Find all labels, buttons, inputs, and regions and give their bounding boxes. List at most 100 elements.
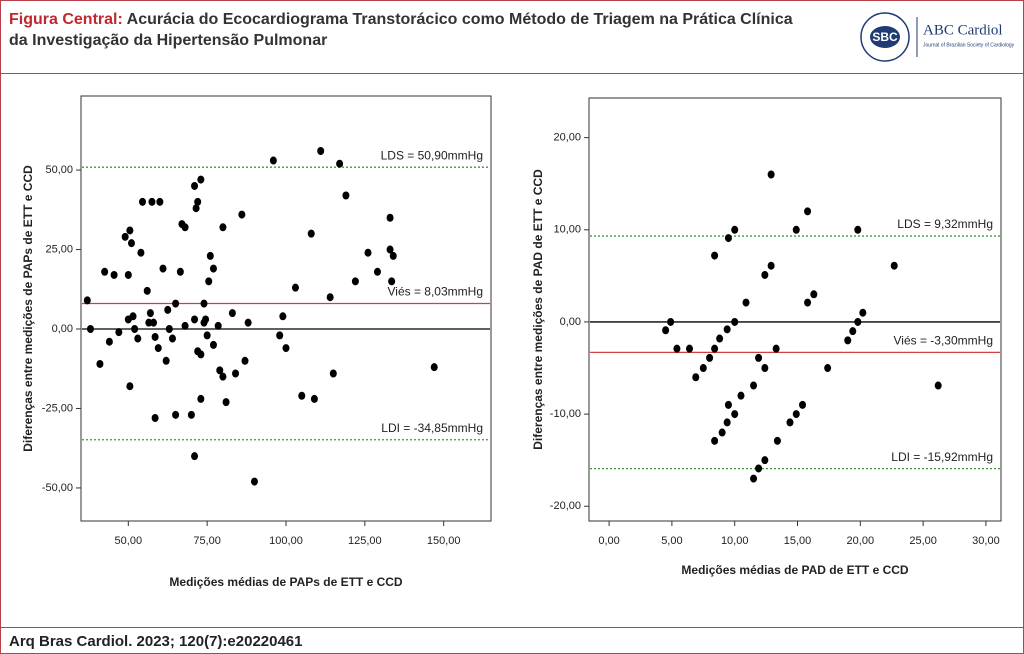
- point: [96, 359, 104, 368]
- x-axis-label: Medições médias de PAD de ETT e CCD: [681, 563, 909, 577]
- point: [181, 223, 189, 232]
- point: [804, 207, 812, 216]
- point: [151, 414, 159, 423]
- point: [214, 321, 222, 330]
- point: [772, 344, 780, 353]
- point: [197, 350, 205, 359]
- point: [206, 251, 214, 260]
- point: [191, 315, 199, 324]
- point: [849, 327, 857, 336]
- point: [761, 270, 769, 279]
- point: [191, 452, 199, 461]
- point: [244, 318, 252, 327]
- point: [197, 394, 205, 403]
- point: [146, 309, 154, 318]
- point: [134, 334, 142, 343]
- point: [129, 312, 137, 321]
- point: [723, 325, 731, 334]
- point: [859, 308, 867, 317]
- x-tick-label: 5,00: [661, 535, 682, 547]
- point: [276, 331, 284, 340]
- point: [105, 337, 113, 346]
- logo-badge: [870, 26, 900, 48]
- point: [164, 305, 172, 314]
- point: [181, 321, 189, 330]
- point: [86, 325, 94, 334]
- logo-text: SBC: [872, 30, 898, 44]
- x-tick-label: 10,00: [721, 535, 749, 547]
- point: [716, 334, 724, 343]
- point: [706, 353, 714, 362]
- point: [151, 332, 159, 341]
- point: [154, 344, 162, 353]
- y-tick-label: -25,00: [42, 402, 73, 414]
- point: [279, 312, 287, 321]
- point: [388, 277, 396, 286]
- point: [159, 264, 167, 273]
- point: [667, 317, 675, 326]
- x-axis-label: Medições médias de PAPs de ETT e CCD: [169, 575, 403, 589]
- reference-label: Viés = 8,03mmHg: [388, 285, 484, 299]
- y-tick-label: -50,00: [42, 482, 73, 494]
- point: [386, 213, 394, 222]
- point: [767, 261, 775, 270]
- x-tick-label: 15,00: [784, 535, 812, 547]
- point: [194, 197, 202, 206]
- y-axis-label: Diferenças entre medições de PAD de ETT …: [531, 169, 545, 450]
- point: [792, 225, 800, 234]
- point: [238, 210, 246, 219]
- y-tick-label: 0,00: [560, 316, 581, 328]
- point: [731, 317, 739, 326]
- point: [711, 344, 719, 353]
- point: [718, 428, 726, 437]
- point: [773, 436, 781, 445]
- point: [699, 364, 707, 373]
- point: [386, 245, 394, 254]
- x-tick-label: 25,00: [909, 535, 937, 547]
- reference-label: Viés = -3,30mmHg: [894, 334, 994, 348]
- point: [282, 344, 290, 353]
- point: [799, 400, 807, 409]
- point: [216, 366, 224, 375]
- journal: ABC Cardiol: [923, 22, 1003, 38]
- point: [197, 175, 205, 184]
- point: [131, 325, 139, 334]
- point: [150, 318, 158, 327]
- point: [250, 477, 258, 486]
- point: [336, 159, 344, 168]
- y-tick-label: 50,00: [45, 164, 73, 176]
- point: [269, 156, 277, 165]
- y-tick-label: 10,00: [553, 224, 581, 236]
- point: [165, 325, 173, 334]
- point: [430, 363, 438, 372]
- x-tick-label: 125,00: [348, 535, 382, 547]
- point: [731, 225, 739, 234]
- point: [685, 344, 693, 353]
- point: [692, 373, 700, 382]
- title-label: Figura Central:: [9, 11, 123, 28]
- y-axis-label: Diferenças entre medições de PAPs de ETT…: [21, 165, 35, 452]
- point: [162, 356, 170, 365]
- logo-ring: [860, 12, 910, 62]
- point: [126, 226, 134, 235]
- reference-label: LDS = 9,32mmHg: [897, 217, 993, 231]
- point: [110, 270, 118, 279]
- point: [724, 234, 732, 243]
- point: [121, 232, 129, 241]
- point: [750, 381, 758, 390]
- x-tick-label: 0,00: [598, 535, 619, 547]
- point: [307, 229, 315, 238]
- x-tick-label: 50,00: [115, 535, 143, 547]
- point: [329, 369, 337, 378]
- point: [202, 315, 210, 324]
- point: [232, 369, 240, 378]
- point: [203, 331, 211, 340]
- plot-frame: [588, 97, 1002, 522]
- charts: 50,00 25,00 0,00 -25,00 -50,00 50,00 75,00 100,…: [21, 95, 1002, 589]
- reference-label: LDI = -34,85mmHg: [381, 421, 483, 435]
- y-tick-label: -20,00: [550, 500, 581, 512]
- reference-label: LDS = 50,90mmHg: [381, 148, 483, 162]
- point: [750, 474, 758, 483]
- point: [291, 283, 299, 292]
- point: [137, 248, 145, 257]
